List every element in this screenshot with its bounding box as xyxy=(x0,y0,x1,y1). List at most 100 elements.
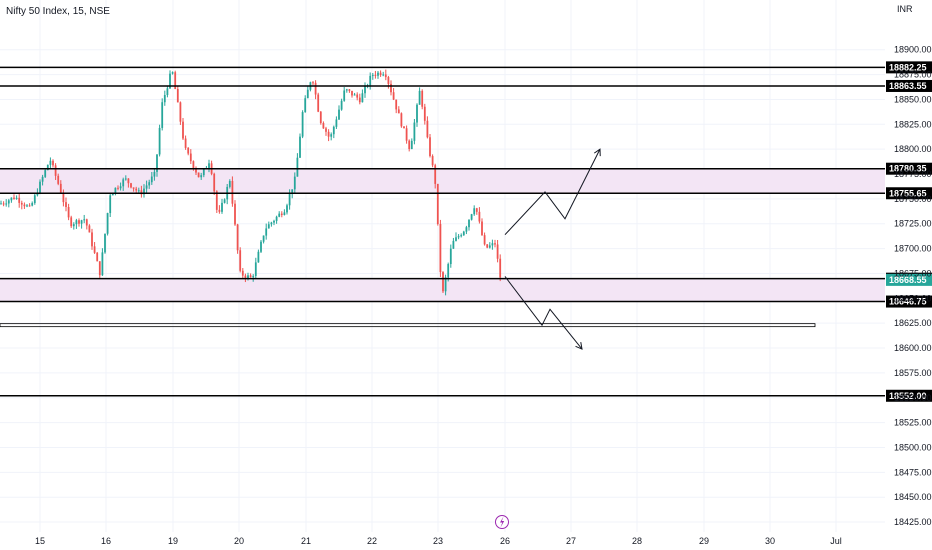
candle-body xyxy=(31,203,34,206)
candle-body xyxy=(408,140,411,150)
y-tick-label: 18600.00 xyxy=(894,343,932,353)
candle-body xyxy=(244,275,247,278)
candle-body xyxy=(361,93,364,103)
candle-body xyxy=(169,73,171,89)
candle-body xyxy=(379,72,382,76)
candle-body xyxy=(80,220,83,224)
candle-body xyxy=(148,182,151,186)
candle-body xyxy=(265,228,268,236)
candle-body xyxy=(176,89,179,103)
candle-body xyxy=(44,170,47,177)
candle-body xyxy=(317,94,320,112)
event-marker[interactable] xyxy=(495,515,509,529)
y-tick-label: 18550.00 xyxy=(894,393,932,403)
candle-body xyxy=(241,270,244,276)
candle-body xyxy=(319,111,322,124)
x-tick-label: 16 xyxy=(101,536,111,546)
candle-body xyxy=(59,183,62,194)
candle-body xyxy=(286,205,288,213)
candle-body xyxy=(111,193,114,196)
candle-body xyxy=(397,109,400,114)
candle-body xyxy=(57,175,60,184)
candle-body xyxy=(275,216,278,221)
candle-body xyxy=(257,251,260,263)
candle-body xyxy=(434,165,437,184)
y-tick-label: 18625.00 xyxy=(894,318,932,328)
x-tick-label: 26 xyxy=(500,536,510,546)
candle-body xyxy=(486,244,489,248)
candle-body xyxy=(382,74,385,76)
candle-body xyxy=(88,225,91,233)
candle-body xyxy=(96,252,99,262)
candle-body xyxy=(236,224,239,251)
candle-body xyxy=(7,200,10,204)
support-band xyxy=(0,323,816,328)
zone-0 xyxy=(0,168,885,194)
candle-body xyxy=(187,147,190,154)
candle-body xyxy=(15,197,18,199)
y-tick-label: 18575.00 xyxy=(894,368,932,378)
horizontal-levels: 18882.2518863.5518780.3518755.6518669.75… xyxy=(0,61,932,402)
candle-body xyxy=(371,74,374,76)
level-tag-1: 18863.55 xyxy=(889,81,927,91)
candle-body xyxy=(208,163,210,168)
candle-body xyxy=(421,90,424,107)
candle-body xyxy=(49,160,52,165)
y-tick-label: 18750.00 xyxy=(894,194,932,204)
candle-body xyxy=(481,221,483,236)
candle-body xyxy=(306,89,309,99)
lightning-icon xyxy=(500,516,505,528)
current-price-tag: 18668.55 xyxy=(889,275,927,285)
candle-body xyxy=(457,236,460,238)
symbol-title: Nifty 50 Index, 15, NSE xyxy=(6,6,110,17)
candle-body xyxy=(54,165,57,176)
candle-body xyxy=(39,181,41,193)
candle-body xyxy=(72,224,75,227)
candle-body xyxy=(166,88,169,96)
level-tag-5: 18646.75 xyxy=(889,297,927,307)
candle-body xyxy=(106,213,109,234)
candle-body xyxy=(182,121,184,139)
candle-body xyxy=(13,197,15,199)
x-tick-label: 23 xyxy=(433,536,443,546)
x-tick-label: 20 xyxy=(234,536,244,546)
candle-body xyxy=(452,240,455,249)
candle-body xyxy=(33,195,36,204)
candle-body xyxy=(478,211,481,222)
candle-body xyxy=(423,106,426,121)
candle-body xyxy=(189,153,192,162)
candle-body xyxy=(426,120,429,138)
current-price-tag-bg xyxy=(886,273,932,286)
candle-body xyxy=(304,98,307,113)
candle-body xyxy=(299,136,301,158)
candle-body xyxy=(475,208,478,212)
y-tick-label: 18525.00 xyxy=(894,418,932,428)
projection-down-path xyxy=(504,276,583,350)
candle-body xyxy=(494,243,496,245)
candle-body xyxy=(223,199,226,203)
candle-body xyxy=(273,220,275,223)
candle-body xyxy=(364,86,366,94)
candle-body xyxy=(312,82,314,84)
candle-body xyxy=(52,160,54,166)
candle-body xyxy=(247,275,249,278)
candle-body xyxy=(499,258,502,278)
candle-body xyxy=(252,275,255,278)
candle-body xyxy=(228,180,231,187)
level-tag-bg-0 xyxy=(886,61,932,74)
candle-body xyxy=(291,189,294,195)
candle-body xyxy=(124,178,127,180)
candle-body xyxy=(140,190,143,195)
candle-body xyxy=(127,178,130,184)
candle-body xyxy=(429,137,431,157)
candle-body xyxy=(215,191,218,210)
candle-body xyxy=(436,183,439,225)
candle-body xyxy=(36,192,39,196)
level-tag-6: 18552.00 xyxy=(889,391,927,401)
candle-body xyxy=(262,235,265,242)
candle-body xyxy=(343,90,346,101)
candle-body xyxy=(384,74,387,78)
candle-body xyxy=(483,235,486,245)
candle-body xyxy=(104,233,106,253)
